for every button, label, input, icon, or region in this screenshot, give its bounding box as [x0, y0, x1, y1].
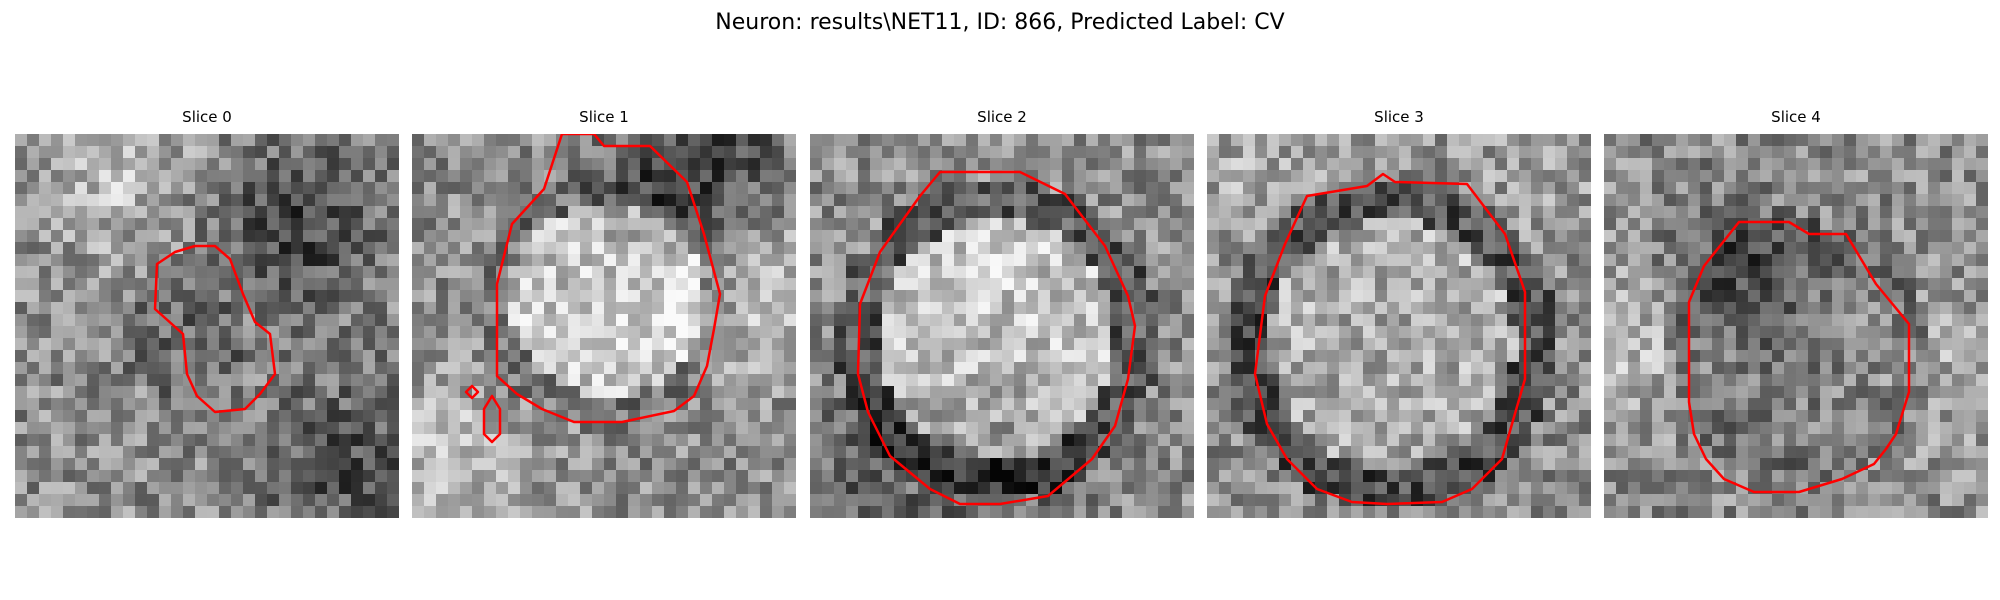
slice-image-2: [810, 134, 1194, 518]
slice-pixels-3: [1207, 134, 1591, 518]
slice-pixels-4: [1604, 134, 1988, 518]
slice-pixels-1: [412, 134, 796, 518]
slice-title-3: Slice 3: [1374, 108, 1424, 126]
slice-image-0: [15, 134, 399, 518]
slice-pixels-0: [15, 134, 399, 518]
slice-contour-3: [1253, 172, 1527, 506]
slice-contour-4: [1687, 220, 1911, 494]
slice-title-4: Slice 4: [1771, 108, 1821, 126]
figure-title: Neuron: results\NET11, ID: 866, Predicte…: [715, 10, 1285, 35]
slice-contour-2: [856, 170, 1137, 506]
slice-image-3: [1207, 134, 1591, 518]
slice-contour-1: [464, 134, 722, 444]
slice-title-2: Slice 2: [977, 108, 1027, 126]
slice-contour-0: [153, 244, 277, 414]
slice-image-4: [1604, 134, 1988, 518]
slice-pixels-2: [810, 134, 1194, 518]
slice-image-1: [412, 134, 796, 518]
slice-title-0: Slice 0: [182, 108, 232, 126]
slice-title-1: Slice 1: [579, 108, 629, 126]
